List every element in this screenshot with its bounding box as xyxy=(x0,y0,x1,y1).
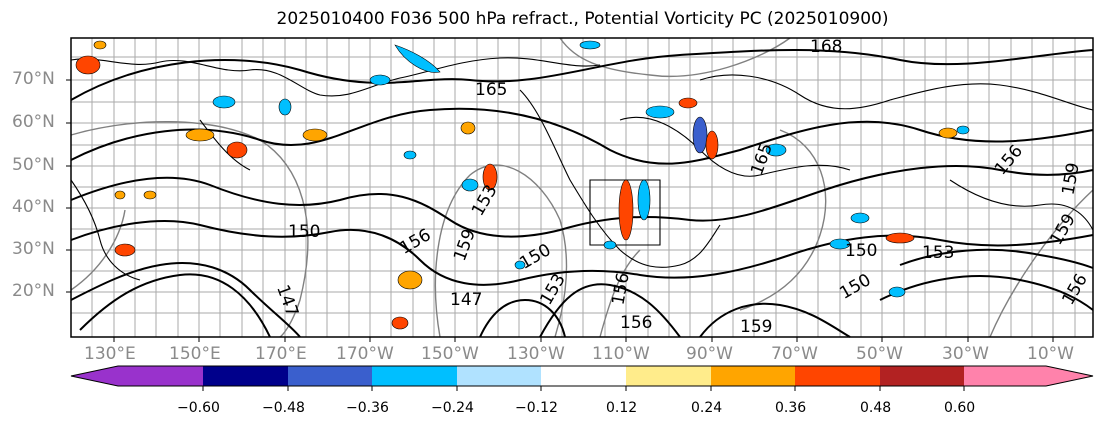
lat-label: 70°N xyxy=(12,69,55,89)
colorbar-tick-label: 0.36 xyxy=(775,400,807,416)
lon-label: 110°W xyxy=(592,344,650,364)
colorbar-tick-label: 0.48 xyxy=(860,400,892,416)
contour-label: 156 xyxy=(620,313,652,333)
lat-label: 50°N xyxy=(12,155,55,175)
black-contours xyxy=(70,49,1094,338)
colorbar-tick-label: −0.60 xyxy=(177,400,220,416)
lon-label: 90°W xyxy=(686,344,733,364)
lon-label: 70°W xyxy=(771,344,818,364)
colorbar-tick-label: −0.24 xyxy=(431,400,474,416)
contour-label: 150 xyxy=(845,241,877,261)
colorbar-tick-label: −0.12 xyxy=(515,400,558,416)
colorbar-swatch xyxy=(711,366,795,386)
lon-label: 30°W xyxy=(942,344,989,364)
colorbar xyxy=(70,365,1094,391)
lon-label: 130°W xyxy=(507,344,565,364)
colorbar-tick-label: 0.24 xyxy=(691,400,723,416)
colorbar-swatch xyxy=(964,366,1046,386)
graticule xyxy=(71,38,1093,337)
colorbar-tick-label: 0.12 xyxy=(606,400,638,416)
colorbar-swatch xyxy=(541,366,626,386)
colorbar-swatch xyxy=(457,366,541,386)
colorbar-tick-label: 0.60 xyxy=(944,400,976,416)
colorbar-swatch xyxy=(288,366,372,386)
contour-label: 168 xyxy=(810,37,842,57)
lon-label: 10°W xyxy=(1027,344,1074,364)
colorbar-tick-label: −0.48 xyxy=(262,400,305,416)
colorbar-tick-label: −0.36 xyxy=(346,400,389,416)
lon-label: 170°W xyxy=(336,344,394,364)
contour-label: 153 xyxy=(922,243,954,263)
colorbar-outline xyxy=(70,365,1094,387)
colorbar-swatch xyxy=(880,366,964,386)
colorbar-swatch xyxy=(795,366,880,386)
colorbar-extend-low xyxy=(71,366,118,386)
colorbar-swatch xyxy=(626,366,711,386)
lon-label: 130°E xyxy=(84,344,136,364)
lat-label: 60°N xyxy=(12,112,55,132)
lat-label: 20°N xyxy=(12,281,55,301)
lat-label: 40°N xyxy=(12,197,55,217)
lon-label: 170°E xyxy=(255,344,307,364)
colorbar-extend-high xyxy=(1046,366,1093,386)
contour-label: 150 xyxy=(288,222,320,242)
lat-label: 30°N xyxy=(12,239,55,259)
colorbar-swatch xyxy=(118,366,203,386)
tick-marks xyxy=(66,79,1054,342)
lon-label: 150°W xyxy=(421,344,479,364)
contour-label: 159 xyxy=(740,317,772,337)
lon-label: 150°E xyxy=(169,344,221,364)
pv-shading xyxy=(75,40,970,330)
colorbar-swatch xyxy=(203,366,288,386)
map-title: 2025010400 F036 500 hPa refract., Potent… xyxy=(276,9,889,29)
contour-label: 147 xyxy=(450,290,482,310)
lon-label: 50°W xyxy=(856,344,903,364)
map-border xyxy=(70,37,1094,338)
contour-label: 165 xyxy=(475,80,507,100)
colorbar-swatch xyxy=(372,366,457,386)
